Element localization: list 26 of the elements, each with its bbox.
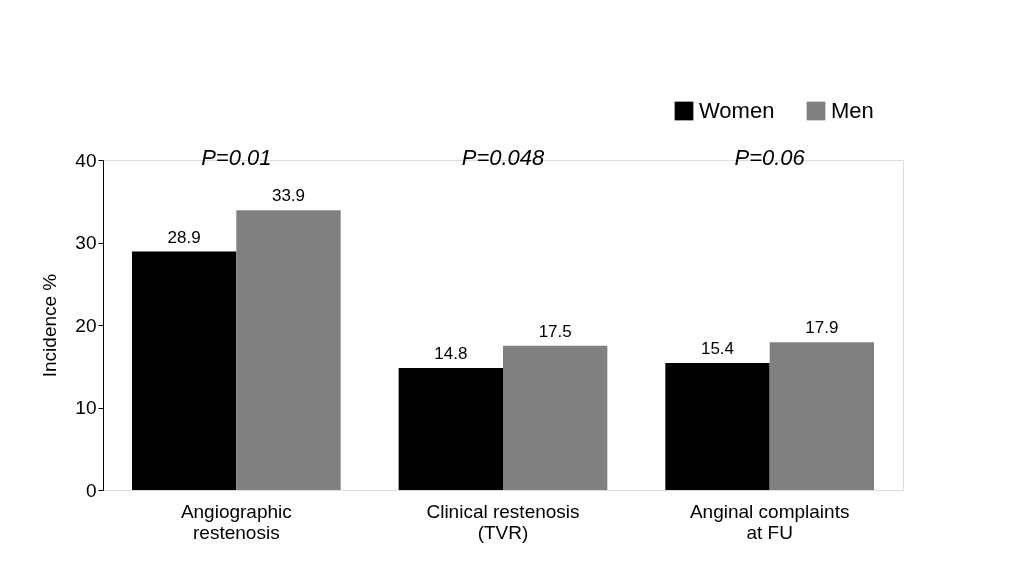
y-axis-title: Incidence %: [39, 273, 61, 378]
y-tick-label: 40: [75, 149, 97, 171]
bar: [503, 345, 608, 490]
data-label: 14.8: [434, 343, 468, 363]
annotation: P=0.048: [461, 145, 546, 170]
y-tick-label: 30: [75, 232, 97, 253]
y-tick-label: 0: [85, 479, 97, 501]
y-tick-label: 10: [75, 397, 97, 418]
data-label: 15.4: [700, 338, 735, 358]
legend-label: Women: [699, 98, 775, 123]
bar: [665, 362, 770, 490]
bar: [769, 342, 875, 490]
bar: [236, 210, 341, 490]
annotation: P=0.01: [201, 145, 272, 170]
bar: [131, 251, 237, 490]
data-label: 17.9: [805, 318, 839, 338]
annotation: P=0.06: [734, 145, 806, 170]
data-label: 33.9: [271, 186, 306, 206]
bar: [398, 367, 503, 490]
y-tick-label: 20: [75, 314, 97, 336]
x-tick-label: Angiographic restenosis: [180, 500, 292, 543]
legend-label: Men: [831, 98, 874, 123]
data-label: 17.5: [538, 321, 572, 341]
x-tick-label: Clinical restenosis (TVR): [426, 500, 580, 543]
x-tick-label: Anginal complaints at FU: [689, 500, 850, 543]
data-label: 28.9: [167, 227, 201, 247]
